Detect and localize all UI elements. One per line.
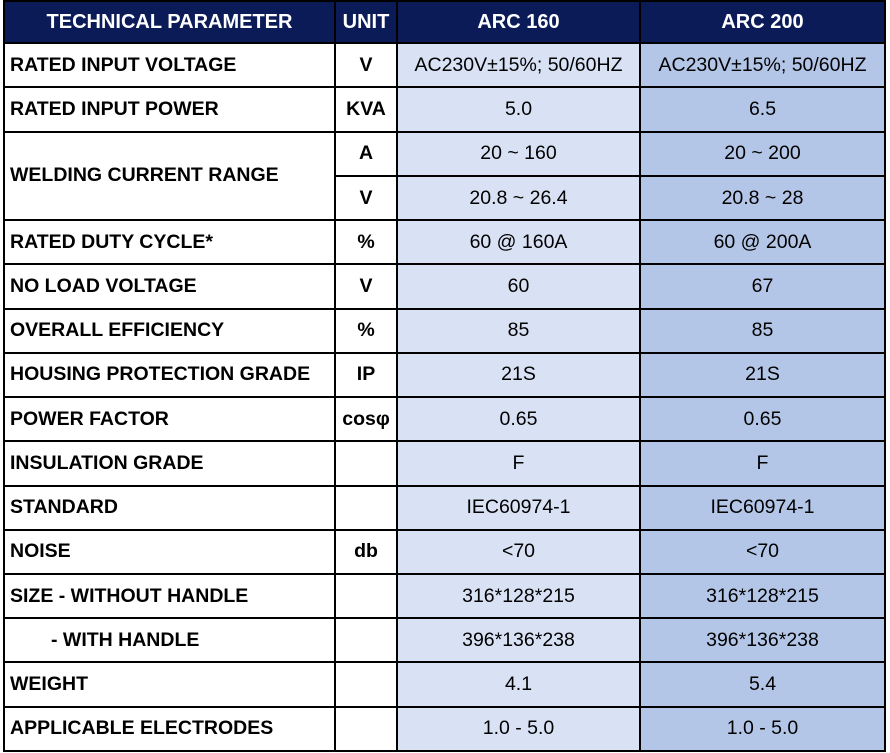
unit-cell: db [334, 528, 398, 576]
table-row: APPLICABLE ELECTRODES 1.0 - 5.0 1.0 - 5.… [3, 705, 886, 753]
value-arc160: 1.0 - 5.0 [396, 705, 641, 753]
spec-table: TECHNICAL PARAMETER UNIT ARC 160 ARC 200… [3, 0, 886, 753]
value-arc160: IEC60974-1 [396, 484, 641, 531]
header-row: TECHNICAL PARAMETER UNIT ARC 160 ARC 200 [3, 0, 886, 45]
param-label: APPLICABLE ELECTRODES [3, 705, 336, 753]
header-model-arc200: ARC 200 [639, 0, 886, 45]
table-row: INSULATION GRADE F F [3, 440, 886, 487]
value-arc160: 396*136*238 [396, 617, 641, 664]
unit-cell: V [334, 174, 398, 222]
unit-cell [334, 440, 398, 487]
unit-cell [334, 572, 398, 620]
param-label: WEIGHT [3, 661, 336, 708]
value-arc200: 60 @ 200A [639, 219, 886, 266]
header-unit: UNIT [334, 0, 398, 45]
unit-cell [334, 617, 398, 664]
unit-cell: % [334, 307, 398, 354]
value-arc160: <70 [396, 528, 641, 576]
unit-cell: % [334, 219, 398, 266]
unit-cell [334, 705, 398, 753]
value-arc160: 20.8 ~ 26.4 [396, 174, 641, 222]
param-label: HOUSING PROTECTION GRADE [3, 351, 336, 399]
param-label: POWER FACTOR [3, 396, 336, 443]
value-arc200: 5.4 [639, 661, 886, 708]
value-arc160: 316*128*215 [396, 572, 641, 620]
param-label: NO LOAD VOLTAGE [3, 263, 336, 310]
table-row: - WITH HANDLE 396*136*238 396*136*238 [3, 617, 886, 664]
param-label: INSULATION GRADE [3, 440, 336, 487]
table-row: RATED INPUT POWER KVA 5.0 6.5 [3, 86, 886, 133]
spec-table-body: RATED INPUT VOLTAGE V AC230V±15%; 50/60H… [3, 42, 886, 753]
header-model-arc160: ARC 160 [396, 0, 641, 45]
unit-cell: IP [334, 351, 398, 399]
table-row: HOUSING PROTECTION GRADE IP 21S 21S [3, 351, 886, 399]
param-label: SIZE - WITHOUT HANDLE [3, 572, 336, 620]
unit-cell: V [334, 263, 398, 310]
unit-cell: A [334, 130, 398, 177]
param-label: STANDARD [3, 484, 336, 531]
value-arc200: 316*128*215 [639, 572, 886, 620]
unit-cell [334, 484, 398, 531]
value-arc200: 0.65 [639, 396, 886, 443]
table-row: OVERALL EFFICIENCY % 85 85 [3, 307, 886, 354]
unit-cell: KVA [334, 86, 398, 133]
unit-cell: cosφ [334, 396, 398, 443]
value-arc200: 20 ~ 200 [639, 130, 886, 177]
spec-table-header: TECHNICAL PARAMETER UNIT ARC 160 ARC 200 [3, 0, 886, 45]
unit-cell [334, 661, 398, 708]
table-row: NOISE db <70 <70 [3, 528, 886, 576]
value-arc160: 5.0 [396, 86, 641, 133]
param-label: RATED DUTY CYCLE* [3, 219, 336, 266]
table-row: V 20.8 ~ 26.4 20.8 ~ 28 [4, 174, 886, 222]
value-arc200: 396*136*238 [639, 617, 886, 664]
param-label: RATED INPUT VOLTAGE [3, 42, 336, 89]
unit-cell: V [334, 42, 398, 89]
value-arc200: <70 [639, 528, 886, 576]
value-arc160: 21S [396, 351, 641, 399]
value-arc200: 1.0 - 5.0 [639, 705, 886, 753]
value-arc200: 85 [639, 307, 886, 354]
param-label: OVERALL EFFICIENCY [3, 307, 336, 354]
param-label: NOISE [3, 528, 336, 576]
value-arc160: 0.65 [396, 396, 641, 443]
value-arc160: 20 ~ 160 [396, 130, 641, 177]
value-arc160: 60 [396, 263, 641, 310]
table-row: SIZE - WITHOUT HANDLE 316*128*215 316*12… [3, 572, 886, 620]
value-arc200: 6.5 [639, 86, 886, 133]
value-arc160: F [396, 440, 641, 487]
value-arc200: 21S [639, 351, 886, 399]
value-arc160: 4.1 [396, 661, 641, 708]
table-row: STANDARD IEC60974-1 IEC60974-1 [3, 484, 886, 531]
table-row: NO LOAD VOLTAGE V 60 67 [3, 263, 886, 310]
table-row: RATED INPUT VOLTAGE V AC230V±15%; 50/60H… [3, 42, 886, 89]
value-arc200: F [639, 440, 886, 487]
value-arc200: 67 [639, 263, 886, 310]
value-arc200: 20.8 ~ 28 [639, 174, 886, 222]
table-row: WEIGHT 4.1 5.4 [3, 661, 886, 708]
header-parameter: TECHNICAL PARAMETER [3, 0, 336, 45]
value-arc160: 85 [396, 307, 641, 354]
table-row: WELDING CURRENT RANGE A 20 ~ 160 20 ~ 20… [3, 130, 886, 222]
value-arc160: 60 @ 160A [396, 219, 641, 266]
param-label: RATED INPUT POWER [3, 86, 336, 133]
table-row: RATED DUTY CYCLE* % 60 @ 160A 60 @ 200A [3, 219, 886, 266]
table-row: POWER FACTOR cosφ 0.65 0.65 [3, 396, 886, 443]
value-arc160: AC230V±15%; 50/60HZ [396, 42, 641, 89]
param-label: - WITH HANDLE [3, 617, 336, 664]
value-arc200: AC230V±15%; 50/60HZ [639, 42, 886, 89]
param-label: WELDING CURRENT RANGE [3, 130, 336, 222]
value-arc200: IEC60974-1 [639, 484, 886, 531]
